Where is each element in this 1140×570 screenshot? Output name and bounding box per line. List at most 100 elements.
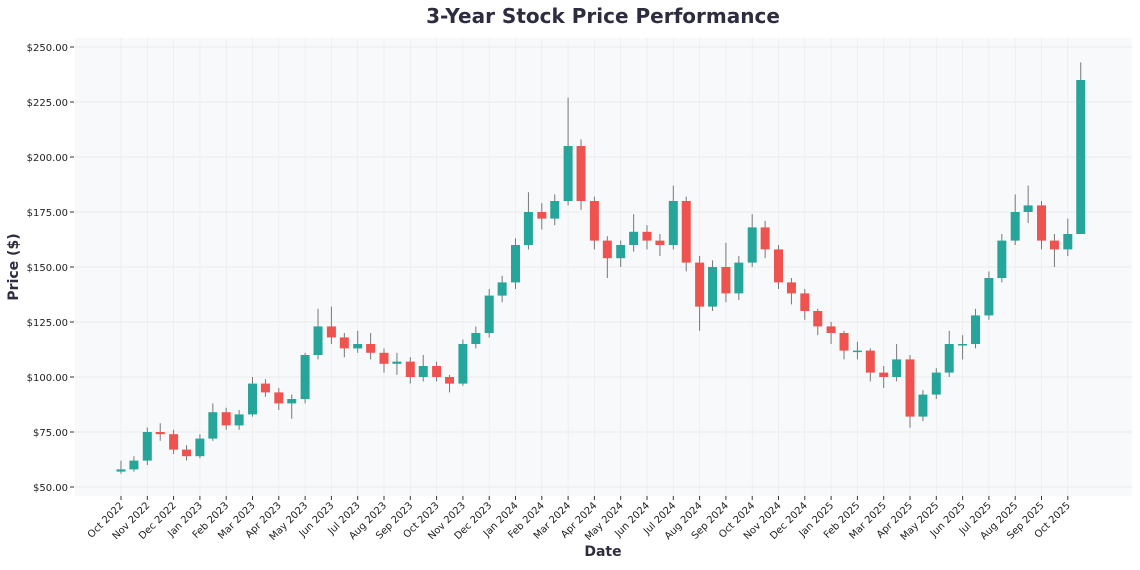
candle-body <box>879 372 889 377</box>
candle-up <box>300 352 310 404</box>
candle-body <box>129 460 139 470</box>
candle-body <box>774 249 783 283</box>
candle-up <box>471 326 481 349</box>
candle-down <box>681 196 691 272</box>
candle-body <box>708 267 718 307</box>
candle-down <box>655 234 665 256</box>
candle-body <box>997 240 1007 278</box>
candle-up <box>958 335 968 360</box>
candle-body <box>1010 212 1020 241</box>
candle-up <box>984 271 994 320</box>
candle-down <box>760 220 770 259</box>
candle-up <box>195 434 205 459</box>
candle-up <box>931 368 941 399</box>
candle-down <box>774 245 783 289</box>
candle-body <box>234 414 244 426</box>
candle-down <box>432 361 442 382</box>
candle-down <box>445 374 455 393</box>
candle-down <box>839 330 849 360</box>
candle-up <box>129 456 139 472</box>
candle-up <box>852 341 862 360</box>
candle-down <box>182 445 192 461</box>
candles <box>116 62 1086 474</box>
y-tick-label: $50.00 <box>33 483 68 494</box>
candle-body <box>958 344 968 346</box>
candle-up <box>484 289 494 338</box>
candle-body <box>852 350 862 353</box>
candle-up <box>708 260 718 311</box>
candle-body <box>221 412 231 426</box>
candle-body <box>274 392 284 404</box>
y-tick-label: $175.00 <box>27 208 68 219</box>
candle-up <box>458 339 468 386</box>
candle-up <box>497 275 507 303</box>
candle-up <box>734 256 744 300</box>
candle-body <box>1049 240 1059 250</box>
candle-down <box>405 357 415 384</box>
candle-body <box>313 326 323 355</box>
candle-body <box>353 344 363 349</box>
candle-up <box>616 240 626 267</box>
candle-up <box>208 403 218 441</box>
y-axis-label: Price ($) <box>6 233 22 300</box>
candle-body <box>602 240 612 259</box>
candle-body <box>248 383 257 415</box>
candle-body <box>208 412 218 439</box>
candle-body <box>471 333 481 344</box>
candle-down <box>800 289 810 320</box>
candle-down <box>537 203 547 230</box>
candle-body <box>550 201 560 219</box>
candle-up <box>418 355 428 382</box>
candle-up <box>550 194 560 226</box>
candle-body <box>511 245 520 283</box>
candle-down <box>326 306 336 344</box>
candle-down <box>905 355 915 428</box>
candle-body <box>326 326 336 338</box>
candle-body <box>642 231 652 241</box>
candle-body <box>523 212 533 245</box>
candle-body <box>182 449 192 457</box>
candle-up <box>997 234 1007 283</box>
y-tick-label: $75.00 <box>33 428 68 439</box>
candle-down <box>1037 201 1046 250</box>
candle-down <box>642 225 652 250</box>
candle-body <box>944 344 954 373</box>
candle-body <box>629 231 639 245</box>
candle-down <box>695 256 705 331</box>
candle-body <box>1023 205 1033 212</box>
candle-down <box>260 379 270 397</box>
candle-body <box>1076 80 1086 234</box>
candle-body <box>392 361 402 364</box>
candle-up <box>1076 62 1086 234</box>
candle-up <box>1010 194 1020 245</box>
candle-up <box>629 214 639 252</box>
candle-up <box>142 427 152 465</box>
candle-body <box>760 227 770 250</box>
candle-up <box>668 185 678 250</box>
candle-body <box>734 262 744 294</box>
candle-body <box>169 434 179 450</box>
candle-down <box>786 278 796 305</box>
candle-body <box>405 361 415 377</box>
candle-up <box>234 410 244 430</box>
candle-body <box>655 240 665 245</box>
y-tick-label: $150.00 <box>27 263 68 274</box>
candle-body <box>116 469 126 472</box>
candle-body <box>339 337 349 349</box>
candle-down <box>169 429 179 454</box>
candle-body <box>300 355 310 399</box>
candle-body <box>905 359 915 417</box>
candle-body <box>537 212 547 219</box>
candle-body <box>142 432 152 461</box>
candle-body <box>826 326 836 333</box>
candle-down <box>589 196 599 250</box>
candle-up <box>116 460 126 474</box>
candle-up <box>287 394 297 419</box>
candle-body <box>971 315 981 344</box>
candle-body <box>497 282 507 296</box>
x-axis-label: Date <box>584 544 621 560</box>
y-tick-label: $250.00 <box>27 43 68 54</box>
candle-down <box>339 333 349 358</box>
